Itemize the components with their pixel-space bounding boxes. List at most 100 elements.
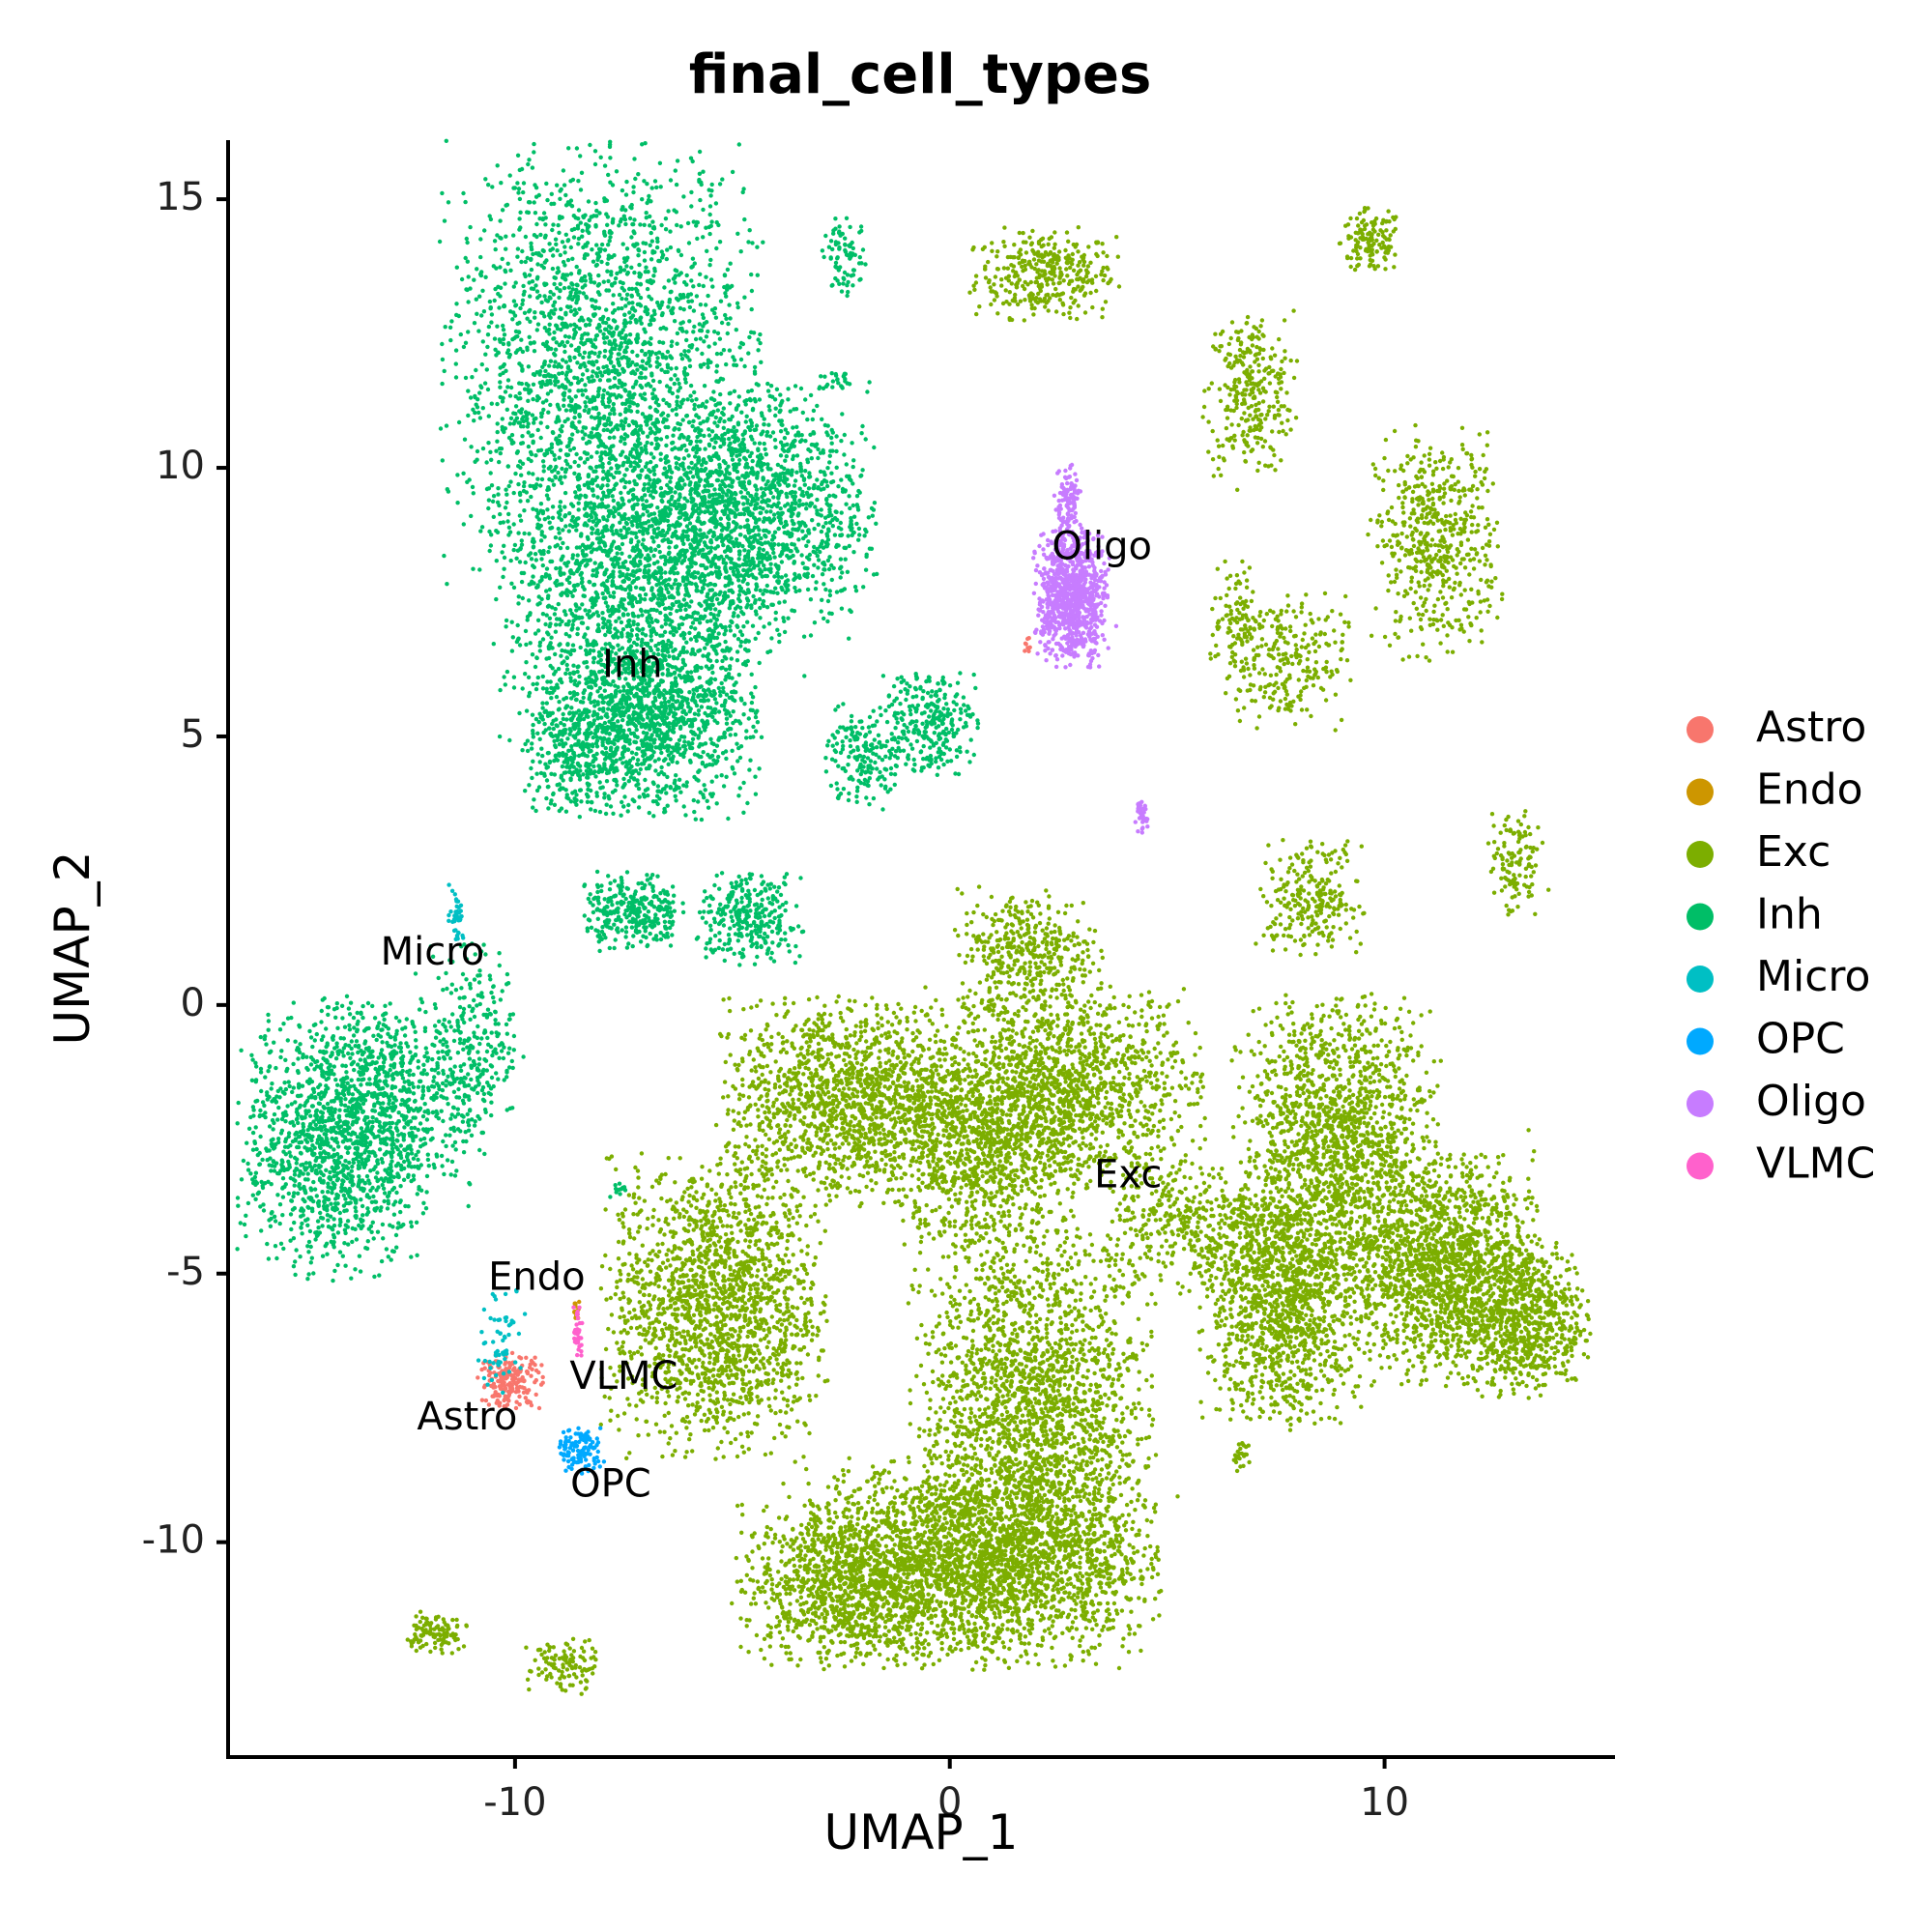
data-point [868, 1053, 872, 1056]
data-point [734, 1144, 737, 1148]
data-point [887, 1112, 891, 1116]
data-point [1056, 910, 1060, 914]
data-point [882, 1084, 886, 1088]
data-point [1023, 259, 1026, 263]
data-point [1086, 264, 1090, 268]
data-point [1370, 250, 1373, 254]
data-point [785, 1039, 789, 1043]
data-point [747, 1095, 751, 1099]
data-point [1068, 993, 1072, 996]
data-point [993, 1053, 996, 1057]
data-point [1050, 956, 1053, 960]
data-point [950, 1056, 954, 1060]
data-point [1454, 518, 1457, 522]
data-point [836, 1181, 840, 1185]
data-point [1019, 300, 1023, 303]
data-point [1042, 260, 1046, 264]
data-point [1288, 427, 1292, 431]
data-point [1386, 509, 1390, 513]
data-point [1154, 1055, 1158, 1059]
data-point [1309, 612, 1312, 616]
data-point [837, 1070, 841, 1074]
data-point [943, 1047, 947, 1051]
data-point [961, 1141, 965, 1145]
data-point [1269, 674, 1273, 678]
data-point [1245, 368, 1249, 372]
data-point [1321, 667, 1325, 671]
data-point [1313, 649, 1317, 653]
data-point [827, 1194, 831, 1197]
data-point [851, 1076, 854, 1080]
data-point [1284, 390, 1288, 394]
data-point [718, 1032, 722, 1036]
data-point [1173, 1110, 1177, 1114]
data-point [1217, 445, 1221, 448]
data-point [1018, 1054, 1022, 1058]
data-point [841, 1158, 845, 1162]
data-point [1031, 312, 1035, 316]
data-point [1091, 1112, 1095, 1116]
data-point [870, 1103, 874, 1107]
data-point [1047, 970, 1051, 974]
data-point [1287, 674, 1291, 678]
data-point [961, 1005, 965, 1009]
data-point [1269, 446, 1273, 449]
data-point [1085, 948, 1089, 952]
data-point [1011, 1057, 1015, 1061]
data-point [1032, 955, 1036, 959]
data-point [1030, 229, 1034, 233]
data-point [1473, 475, 1477, 478]
data-point [1007, 909, 1011, 913]
data-point [1353, 268, 1357, 272]
data-point [1112, 995, 1116, 999]
data-point [900, 1040, 904, 1044]
data-point [1018, 1116, 1022, 1120]
data-point [1413, 423, 1417, 427]
data-point [842, 1058, 846, 1062]
data-point [1025, 909, 1029, 913]
data-point [1036, 944, 1040, 948]
data-point [768, 1049, 772, 1053]
data-point [1254, 408, 1258, 412]
data-point [1089, 1133, 1093, 1137]
data-point [1053, 1152, 1056, 1156]
data-point [1133, 1010, 1137, 1014]
data-point [1065, 1137, 1069, 1140]
data-point [1444, 514, 1448, 518]
data-point [824, 1202, 828, 1206]
data-point [1103, 1049, 1107, 1053]
data-point [1032, 257, 1036, 261]
data-point [1475, 552, 1479, 556]
data-point [823, 1079, 827, 1082]
data-point [1401, 510, 1405, 514]
data-point [1120, 1098, 1124, 1102]
data-point [1258, 324, 1262, 328]
data-point [1428, 447, 1432, 450]
data-point [1390, 552, 1394, 556]
data-point [1258, 610, 1262, 614]
data-point [913, 1147, 917, 1151]
data-point [1094, 241, 1098, 245]
data-point [1104, 1026, 1108, 1030]
data-point [1246, 667, 1250, 671]
data-point [1033, 1012, 1037, 1016]
data-point [871, 1088, 875, 1092]
data-point [1066, 253, 1070, 257]
data-point [1233, 664, 1237, 668]
data-point [1250, 699, 1254, 703]
data-point [1067, 934, 1071, 937]
data-point [900, 1176, 904, 1180]
data-point [1251, 418, 1254, 421]
data-point [1340, 718, 1343, 722]
data-point [817, 1042, 821, 1046]
data-point [1026, 928, 1030, 932]
data-point [1159, 1098, 1163, 1102]
data-point [854, 1041, 858, 1045]
data-point [964, 1104, 967, 1108]
data-point [864, 1021, 868, 1024]
data-point [1195, 1072, 1198, 1076]
data-point [781, 1048, 785, 1052]
data-point [1078, 1143, 1081, 1147]
data-point [1239, 329, 1243, 332]
data-point [812, 1035, 816, 1039]
